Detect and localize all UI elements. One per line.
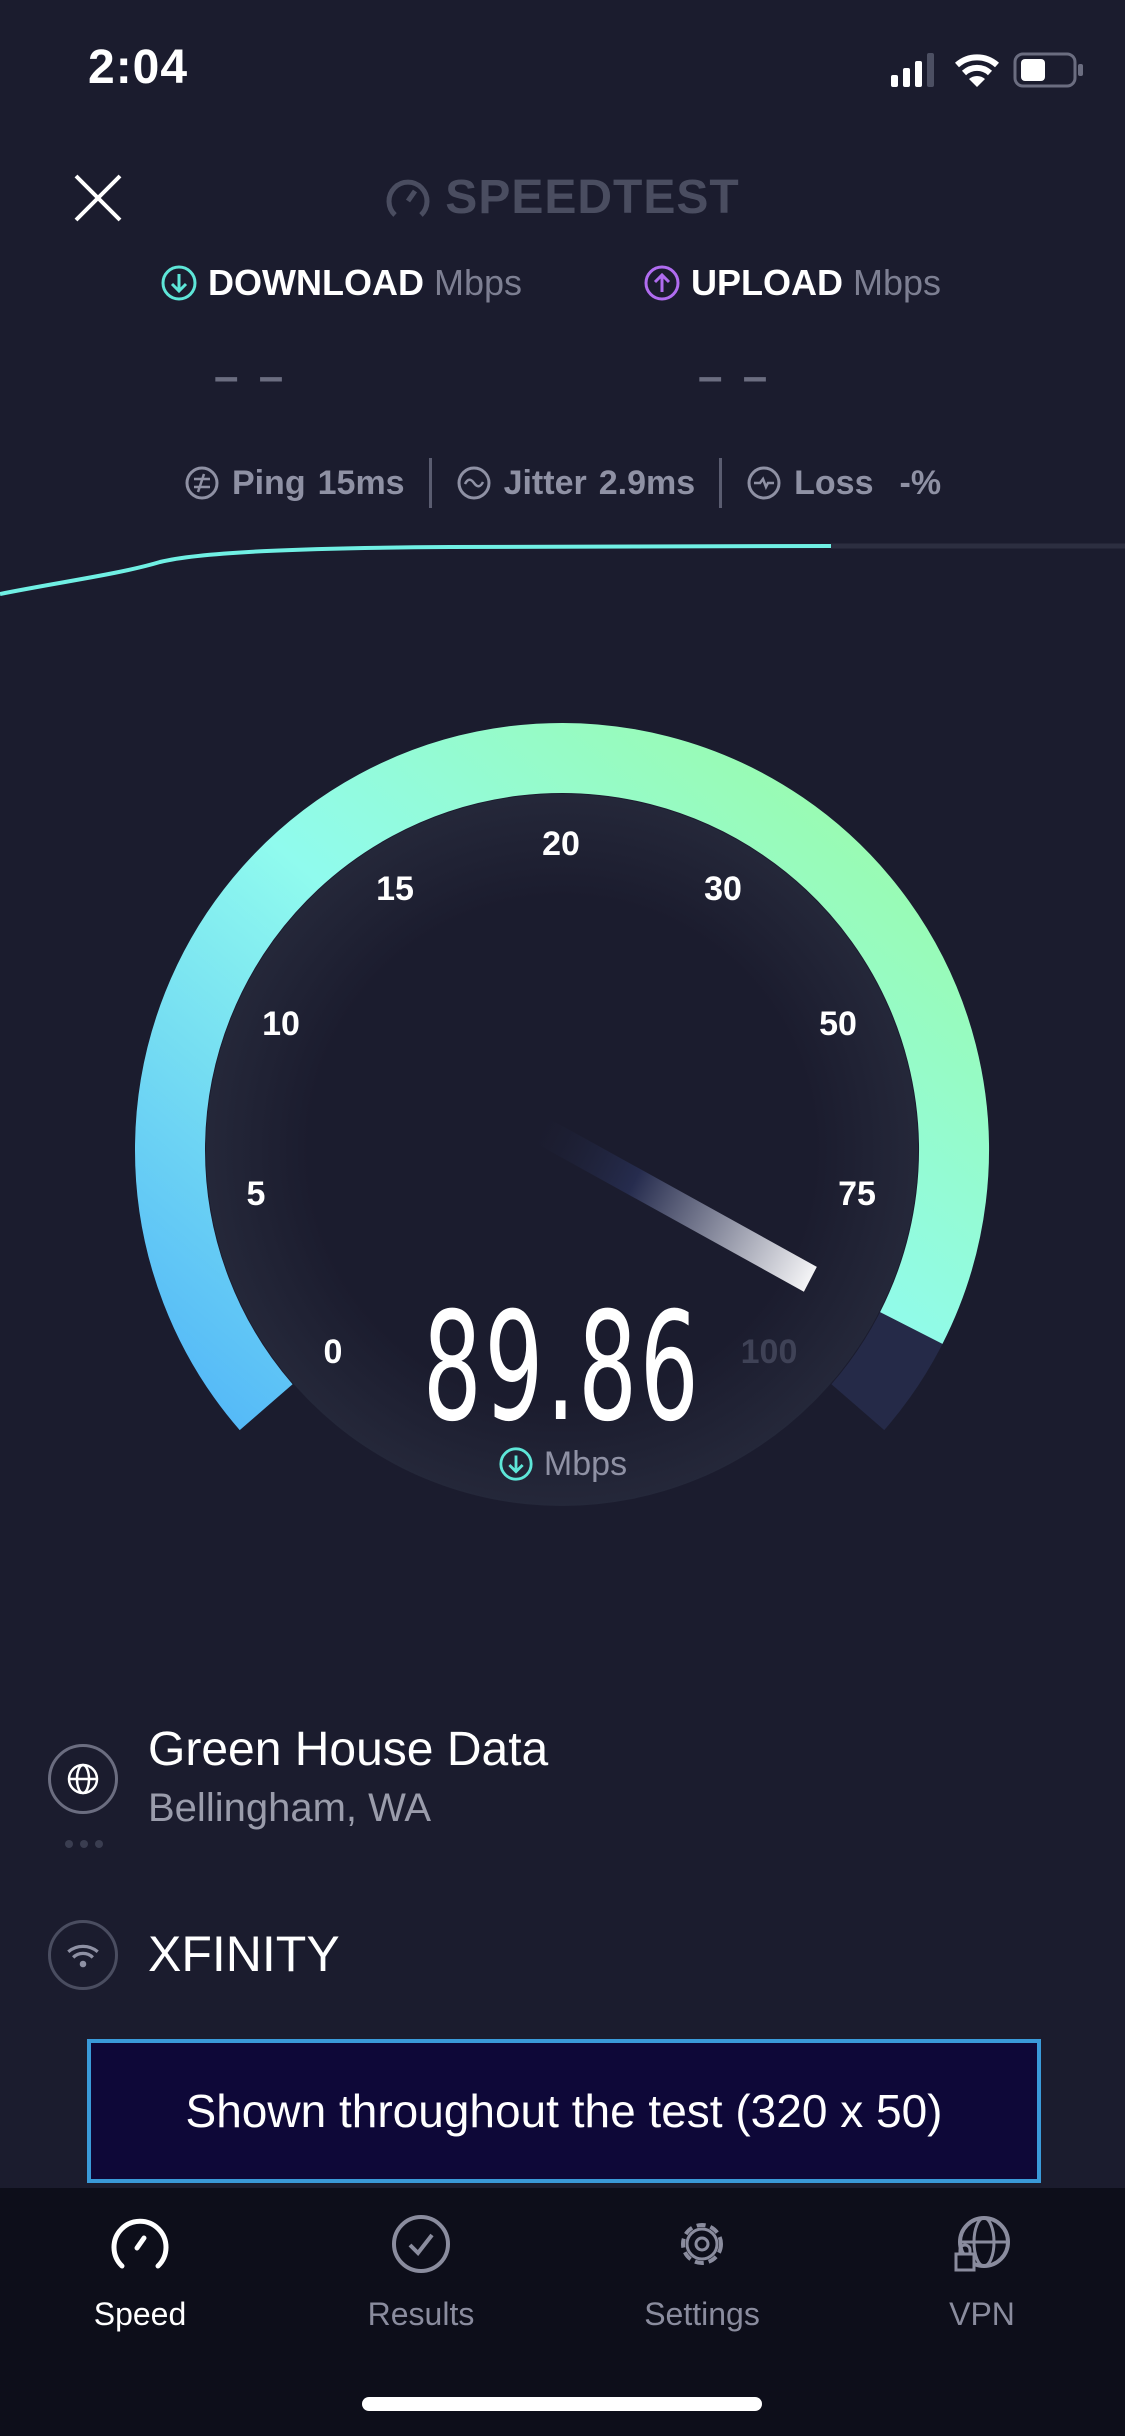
wifi-icon [955, 54, 999, 87]
cellular-signal-icon [891, 53, 934, 87]
tab-settings[interactable]: Settings [602, 2212, 802, 2333]
tab-label: Settings [644, 2296, 760, 2332]
upload-header: UPLOAD Mbps [643, 262, 941, 304]
speedtest-logo: SPEEDTEST [0, 170, 1125, 225]
upload-unit: Mbps [853, 262, 942, 303]
globe-lock-icon [954, 2216, 1010, 2272]
loss-icon [747, 466, 781, 500]
server-name[interactable]: Green House Data [148, 1723, 549, 1776]
battery-icon [1013, 52, 1083, 88]
server-button[interactable] [48, 1744, 118, 1814]
more-dots-icon [65, 1840, 103, 1848]
tab-label: Results [367, 2296, 475, 2332]
checkmark-circle-icon [392, 2215, 450, 2273]
loss-value: - [899, 463, 911, 502]
speedometer-icon [111, 2218, 169, 2269]
ping-value: 15 [317, 463, 356, 502]
tick-label: 50 [819, 1005, 857, 1043]
home-indicator[interactable] [362, 2397, 762, 2411]
jitter-stat: Jitter 2.9ms [432, 464, 720, 503]
server-location: Bellingham, WA [148, 1786, 432, 1830]
upload-arrow-icon [644, 265, 680, 301]
jitter-unit: ms [645, 463, 696, 502]
gauge-needle [532, 1116, 817, 1292]
tick-label: 20 [542, 825, 580, 863]
tick-label: 30 [704, 870, 742, 908]
current-speed: 89.86 [422, 1281, 702, 1455]
speed-graph [0, 543, 1125, 596]
divider [719, 458, 723, 508]
isp-icon-circle [48, 1920, 118, 1990]
ad-banner[interactable]: Shown throughout the test (320 x 50) [87, 2039, 1041, 2183]
speedtest-gauge-icon [386, 179, 430, 217]
latency-stats: Ping 15ms Jitter 2.9ms Loss -% [0, 458, 1125, 508]
download-arrow-icon [499, 1447, 533, 1481]
tick-label: 10 [262, 1005, 300, 1043]
loss-label: Loss [794, 463, 874, 502]
ping-label: Ping [231, 463, 306, 502]
upload-value: – – [698, 352, 772, 401]
gauge-fill [135, 723, 989, 1431]
jitter-label: Jitter [503, 463, 587, 502]
tab-bar: Speed Results Settings VPN [0, 2188, 1125, 2436]
globe-icon [67, 1763, 99, 1795]
tick-label: 75 [838, 1175, 876, 1213]
ping-stat: Ping 15ms [160, 464, 429, 503]
tick-label: 15 [376, 870, 414, 908]
jitter-value: 2.9 [598, 463, 646, 502]
tick-label: 100 [740, 1333, 798, 1371]
download-header: DOWNLOAD Mbps [160, 262, 522, 304]
download-value: – – [214, 352, 288, 401]
jitter-icon [457, 466, 491, 500]
speed-unit-label: Mbps [543, 1445, 628, 1483]
gear-icon [681, 2223, 723, 2265]
ping-icon [185, 466, 219, 500]
tab-label: Speed [93, 2296, 187, 2332]
tick-label: 5 [246, 1175, 266, 1213]
tab-label: VPN [949, 2296, 1015, 2332]
tick-label: 0 [323, 1333, 343, 1371]
tab-results[interactable]: Results [321, 2212, 521, 2333]
tab-speed[interactable]: Speed [40, 2212, 240, 2333]
wifi-icon [67, 1944, 99, 1968]
isp-name: XFINITY [148, 1926, 340, 1982]
graph-line [0, 544, 832, 596]
divider [428, 458, 432, 508]
ping-unit: ms [355, 463, 405, 502]
upload-label: UPLOAD [691, 262, 843, 303]
download-label: DOWNLOAD [208, 262, 424, 303]
tab-vpn[interactable]: VPN [882, 2212, 1082, 2333]
ad-text: Shown throughout the test (320 x 50) [185, 2085, 943, 2137]
status-time: 2:04 [88, 41, 189, 94]
loss-stat: Loss -% [722, 464, 965, 503]
close-icon[interactable] [72, 172, 124, 224]
logo-text: SPEEDTEST [445, 171, 740, 224]
loss-unit: % [910, 463, 942, 502]
status-icons [891, 52, 1085, 88]
download-arrow-icon [161, 265, 197, 301]
download-unit: Mbps [433, 262, 522, 303]
speed-unit: Mbps [0, 1446, 1125, 1482]
